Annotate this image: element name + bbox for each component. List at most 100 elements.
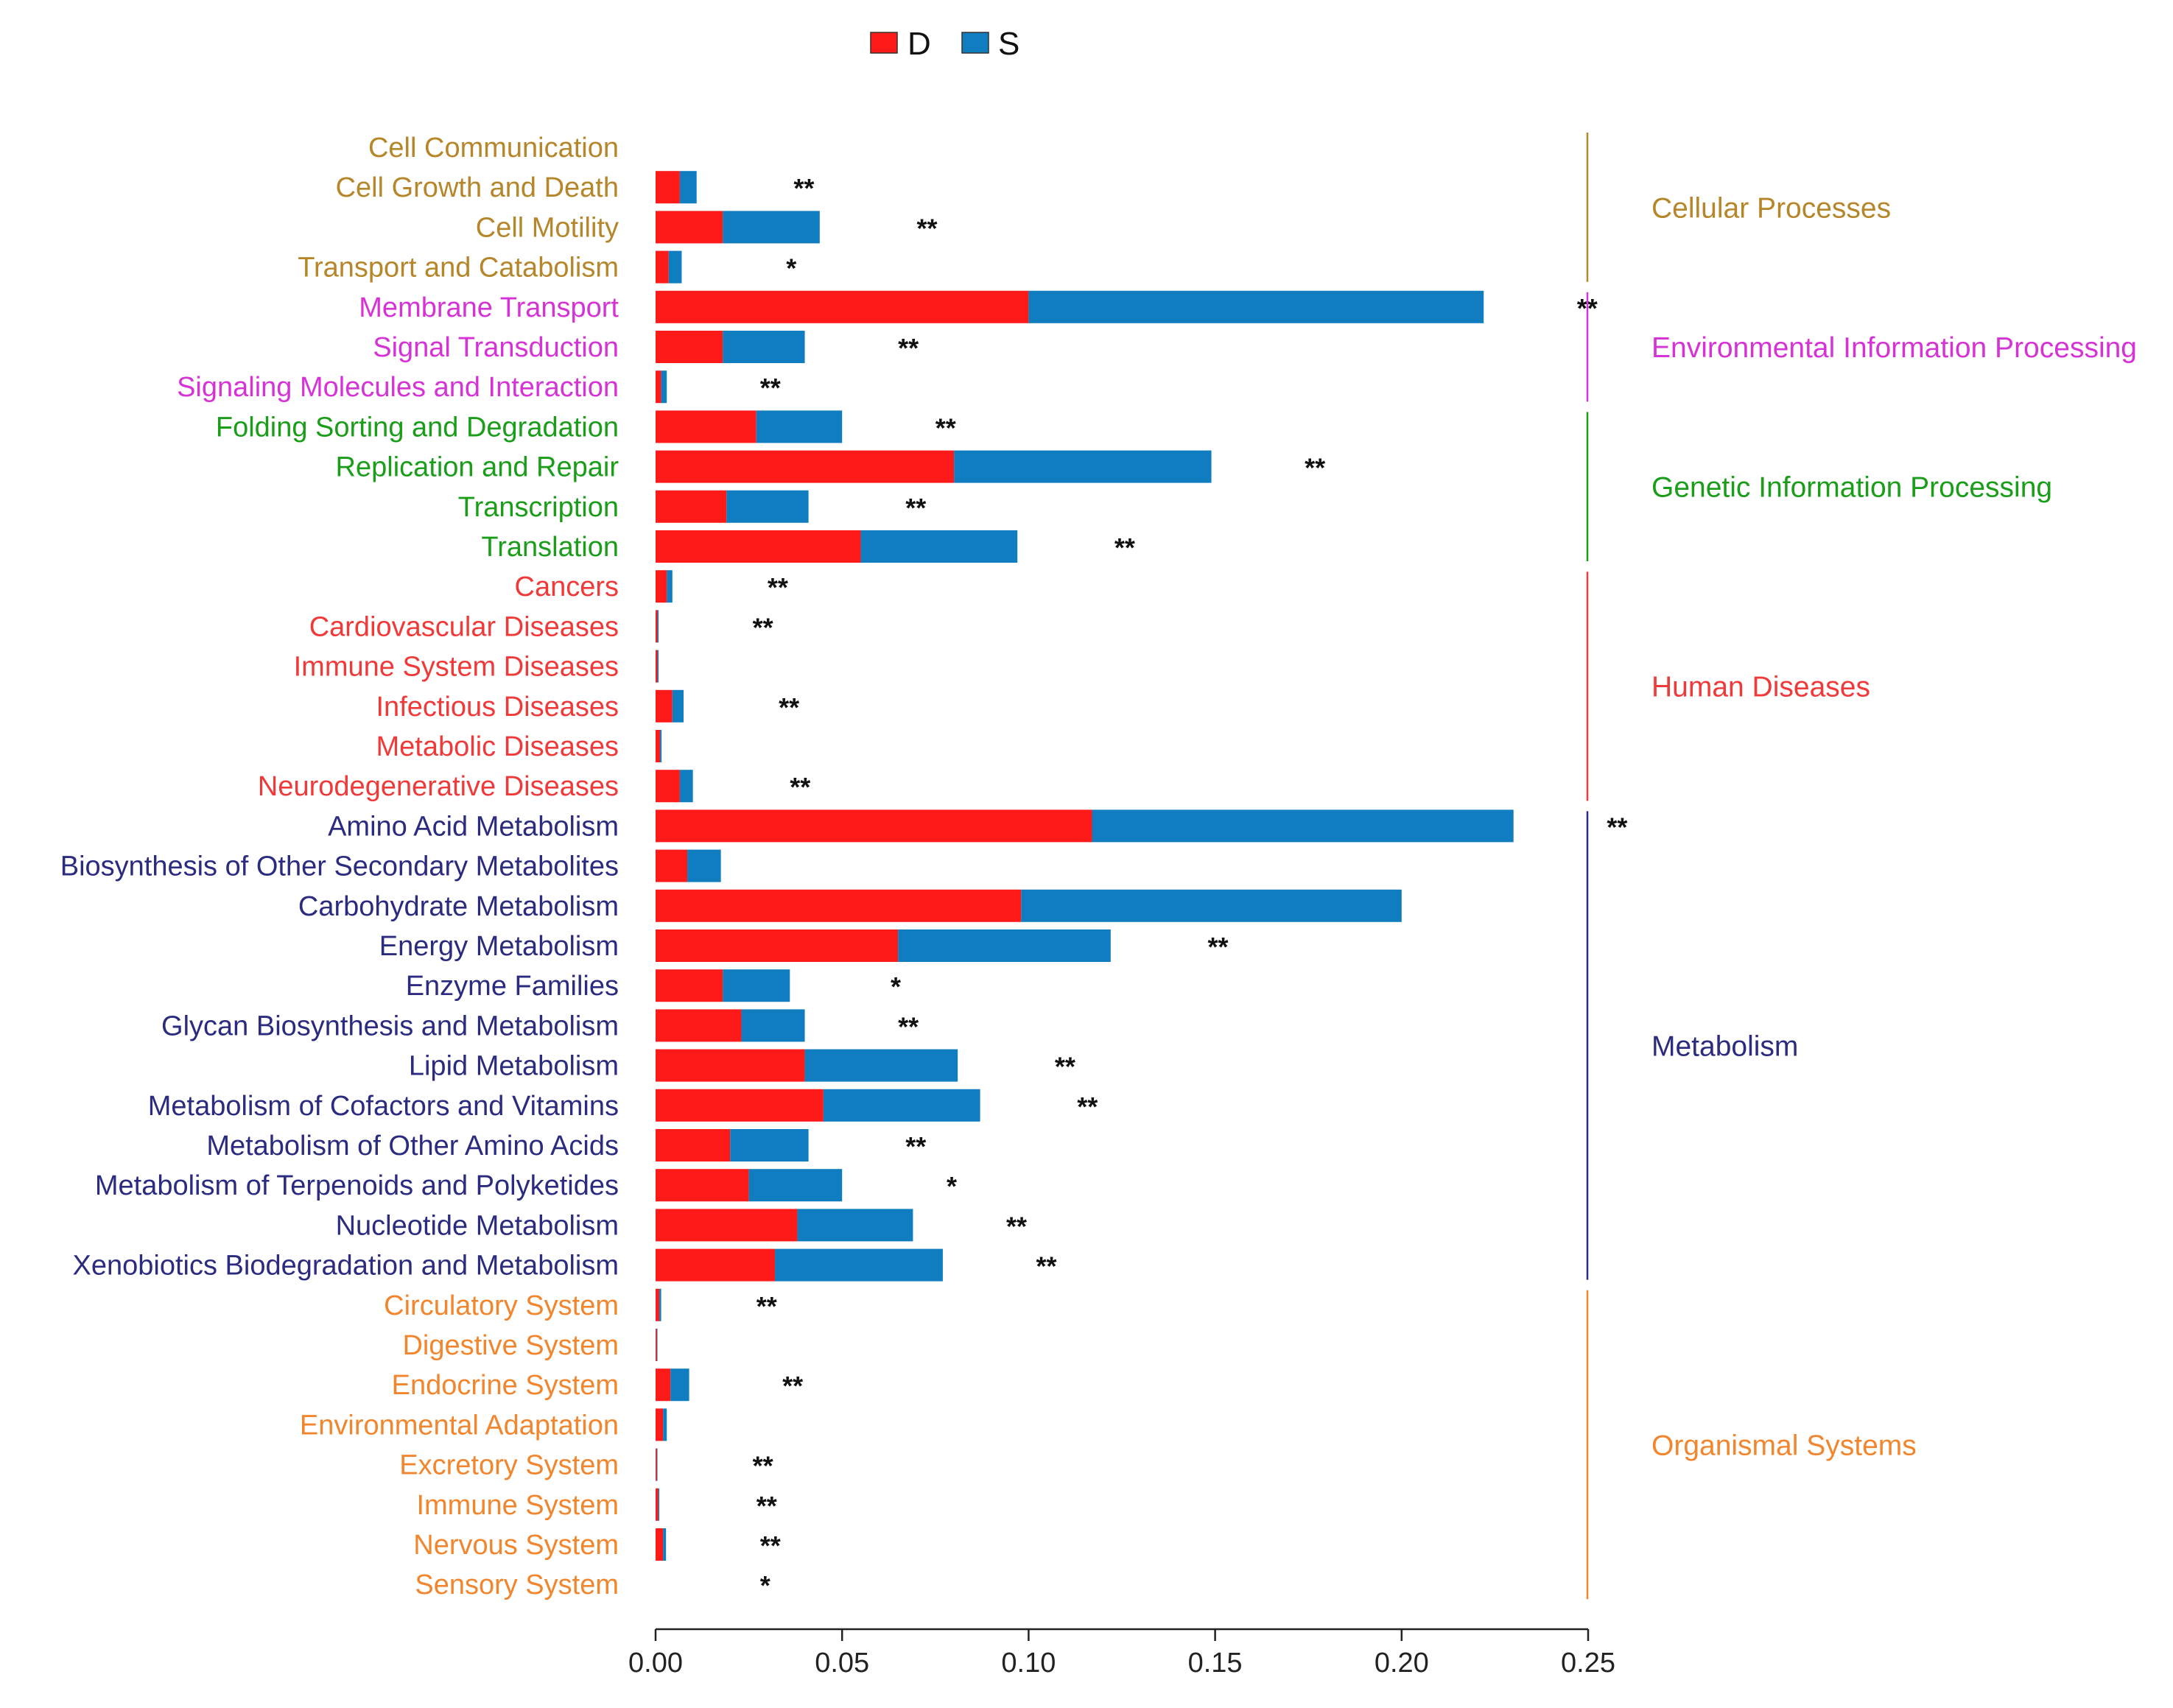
bar-d-infectious-diseases — [656, 689, 673, 723]
bar-d-metabolism-of-cofactors-and-vitamins — [656, 1089, 824, 1122]
significance-sensory-system: * — [760, 1570, 770, 1600]
category-labels: Cell Communication Cell Growth and Death C… — [60, 133, 619, 1600]
category-label-nucleotide-metabolism: Nucleotide Metabolism — [336, 1210, 619, 1241]
bar-s-metabolism-of-other-amino-acids — [730, 1129, 809, 1161]
bar-d-energy-metabolism — [656, 929, 899, 962]
bar-s-nucleotide-metabolism — [797, 1209, 913, 1242]
category-label-transport-and-catabolism: Transport and Catabolism — [298, 253, 619, 284]
bar-d-digestive-system — [656, 1329, 657, 1361]
bar-d-folding-sorting-and-degradation — [656, 410, 756, 443]
legend-swatch-s — [961, 32, 989, 54]
significance-cardiovascular-diseases: ** — [753, 612, 773, 642]
x-tick-label-2: 0.10 — [1001, 1648, 1056, 1679]
bar-d-excretory-system — [656, 1448, 657, 1481]
significance-immune-system: ** — [756, 1491, 777, 1521]
significance-glycan-biosynthesis-and-metabolism: ** — [898, 1011, 919, 1041]
significance-lipid-metabolism: ** — [1055, 1052, 1075, 1082]
bar-d-replication-and-repair — [656, 450, 955, 483]
significance-metabolism-of-other-amino-acids: ** — [905, 1131, 926, 1161]
category-label-metabolism-of-cofactors-and-vitamins: Metabolism of Cofactors and Vitamins — [148, 1091, 619, 1122]
bar-s-environmental-adaptation — [663, 1408, 667, 1441]
bar-d-metabolism-of-terpenoids-and-polyketides — [656, 1169, 749, 1202]
category-label-endocrine-system: Endocrine System — [392, 1370, 619, 1401]
bars-layer — [656, 171, 1514, 1561]
bar-d-cell-growth-and-death — [656, 171, 680, 204]
significance-xenobiotics-biodegradation-and-metabolism: ** — [1036, 1251, 1057, 1282]
bar-s-endocrine-system — [670, 1368, 689, 1402]
bar-d-endocrine-system — [656, 1368, 671, 1402]
category-label-infectious-diseases: Infectious Diseases — [376, 692, 619, 723]
category-label-translation: Translation — [481, 532, 619, 563]
bar-d-immune-system-diseases — [656, 650, 658, 683]
category-label-cardiovascular-diseases: Cardiovascular Diseases — [309, 611, 619, 642]
category-label-excretory-system: Excretory System — [399, 1450, 619, 1481]
group-label-organismal-systems: Organismal Systems — [1651, 1430, 1917, 1462]
bar-d-nucleotide-metabolism — [656, 1209, 798, 1242]
legend-swatch-d — [870, 32, 898, 54]
bar-d-cancers — [656, 570, 667, 603]
bar-s-nervous-system — [663, 1528, 667, 1561]
bar-s-glycan-biosynthesis-and-metabolism — [741, 1009, 805, 1042]
bar-s-metabolism-of-cofactors-and-vitamins — [823, 1089, 980, 1122]
significance-cell-motility: ** — [916, 213, 937, 243]
category-label-folding-sorting-and-degradation: Folding Sorting and Degradation — [216, 412, 619, 443]
bar-s-immune-system — [658, 1488, 660, 1521]
bar-d-transport-and-catabolism — [656, 250, 669, 284]
category-label-immune-system-diseases: Immune System Diseases — [294, 652, 619, 683]
bar-s-amino-acid-metabolism — [1092, 809, 1514, 843]
category-label-biosynthesis-of-other-secondary-metabolites: Biosynthesis of Other Secondary Metaboli… — [60, 851, 619, 882]
bar-s-enzyme-families — [723, 969, 790, 1002]
bar-d-xenobiotics-biodegradation-and-metabolism — [656, 1248, 776, 1282]
x-tick-label-4: 0.20 — [1375, 1648, 1429, 1679]
category-label-transcription: Transcription — [458, 492, 619, 523]
significance-circulatory-system: ** — [756, 1291, 777, 1321]
bar-s-signaling-molecules-and-interaction — [661, 370, 667, 404]
category-label-immune-system: Immune System — [416, 1490, 619, 1521]
bar-d-immune-system — [656, 1488, 659, 1521]
bar-s-carbohydrate-metabolism — [1021, 889, 1402, 922]
category-label-sensory-system: Sensory System — [415, 1570, 619, 1600]
category-label-enzyme-families: Enzyme Families — [406, 971, 619, 1002]
group-label-environmental-information-processing: Environmental Information Processing — [1651, 332, 2137, 364]
category-label-metabolic-diseases: Metabolic Diseases — [376, 731, 619, 762]
bar-s-membrane-transport — [1028, 290, 1484, 323]
group-label-cellular-processes: Cellular Processes — [1651, 192, 1891, 224]
bar-s-translation — [860, 530, 1018, 563]
x-axis: 0.00 0.05 0.10 0.15 0.20 0.25 — [628, 1628, 1615, 1679]
significance-endocrine-system: ** — [782, 1371, 803, 1401]
bar-s-biosynthesis-of-other-secondary-metabolites — [687, 849, 721, 882]
bar-d-carbohydrate-metabolism — [656, 889, 1022, 922]
significance-excretory-system: ** — [753, 1451, 773, 1481]
category-label-nervous-system: Nervous System — [413, 1530, 619, 1561]
bar-s-immune-system-diseases — [657, 650, 659, 683]
x-tick-label-5: 0.25 — [1561, 1648, 1615, 1679]
bar-d-transcription — [656, 490, 727, 523]
significance-metabolism-of-terpenoids-and-polyketides: * — [947, 1171, 957, 1201]
bar-d-nervous-system — [656, 1528, 664, 1561]
category-label-cell-growth-and-death: Cell Growth and Death — [336, 172, 619, 203]
bar-d-environmental-adaptation — [656, 1408, 664, 1441]
significance-infectious-diseases: ** — [779, 692, 799, 723]
significance-nucleotide-metabolism: ** — [1006, 1211, 1027, 1241]
group-label-human-diseases: Human Diseases — [1651, 672, 1870, 703]
significance-folding-sorting-and-degradation: ** — [935, 412, 956, 443]
bar-d-biosynthesis-of-other-secondary-metabolites — [656, 849, 688, 882]
category-label-metabolism-of-terpenoids-and-polyketides: Metabolism of Terpenoids and Polyketides — [95, 1170, 619, 1201]
bar-s-energy-metabolism — [898, 929, 1111, 962]
group-label-metabolism: Metabolism — [1651, 1031, 1798, 1063]
bar-s-replication-and-repair — [954, 450, 1212, 483]
category-label-signal-transduction: Signal Transduction — [373, 332, 619, 363]
x-tick-label-0: 0.00 — [628, 1648, 683, 1679]
bar-d-cardiovascular-diseases — [656, 610, 658, 643]
x-tick-label-1: 0.05 — [815, 1648, 869, 1679]
bar-s-cardiovascular-diseases — [657, 610, 659, 643]
bar-s-cell-growth-and-death — [679, 171, 697, 204]
category-label-carbohydrate-metabolism: Carbohydrate Metabolism — [298, 891, 619, 922]
bar-s-signal-transduction — [723, 331, 805, 363]
bar-s-metabolic-diseases — [660, 730, 662, 762]
significance-transport-and-catabolism: * — [786, 253, 796, 284]
category-label-cell-motility: Cell Motility — [476, 212, 619, 243]
category-label-replication-and-repair: Replication and Repair — [336, 452, 619, 483]
significance-energy-metabolism: ** — [1207, 932, 1228, 962]
